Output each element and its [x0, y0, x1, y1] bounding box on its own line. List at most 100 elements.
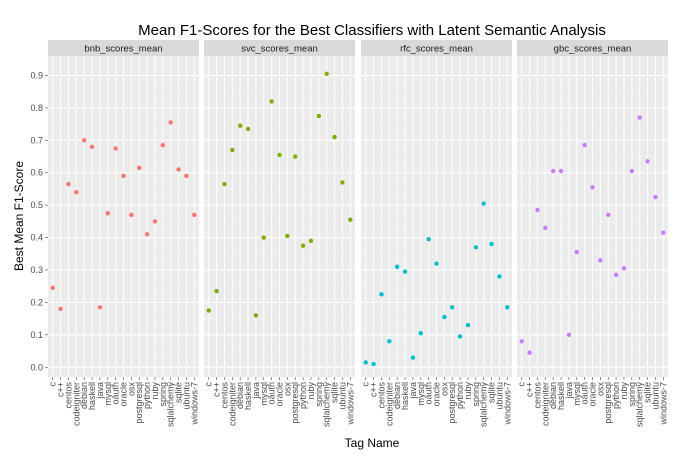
- x-tick-label: python: [455, 382, 465, 409]
- x-tick-label: codeigniter: [384, 382, 394, 426]
- data-point: [566, 332, 572, 338]
- panel-gbc_scores_mean: gbc_scores_meancc++centoscodeigniterdebi…: [517, 40, 668, 428]
- data-point: [324, 71, 329, 77]
- panel-strip: [517, 40, 668, 56]
- y-tick-label: 0.8: [30, 103, 43, 113]
- x-tick-label: mysql: [103, 382, 113, 406]
- data-point: [535, 207, 540, 213]
- data-point: [285, 233, 290, 239]
- data-point: [606, 212, 611, 218]
- data-point: [269, 99, 274, 104]
- x-tick-label: postgresql: [134, 382, 144, 424]
- x-tick-label: c: [48, 382, 58, 387]
- x-tick-label: python: [298, 382, 308, 409]
- x-tick-label: c++: [369, 382, 379, 397]
- data-point: [426, 236, 431, 242]
- data-point: [629, 168, 635, 174]
- data-point: [489, 241, 494, 247]
- x-tick-label: c++: [525, 382, 535, 397]
- data-point: [144, 232, 150, 237]
- panels: 0.0 0.1 0.2 0.3 0.4 0.5 0.6 0.7 0.8 0.9 bnb_scores…: [30, 40, 668, 427]
- data-point: [465, 322, 471, 328]
- x-tick-label: oauth: [111, 382, 121, 405]
- x-tick-label: haskell: [400, 382, 410, 410]
- data-point: [97, 305, 103, 310]
- data-point: [176, 167, 181, 172]
- x-tick-label: debian: [79, 382, 89, 409]
- panel-svc_scores_mean: svc_scores_meancc++centoscodeigniterdebi…: [204, 40, 355, 428]
- x-tick-label: debian: [548, 382, 558, 409]
- data-point: [473, 245, 479, 250]
- x-tick-label: sqlalchemy: [479, 382, 489, 428]
- data-point: [558, 168, 564, 174]
- panel-strip: [204, 40, 355, 56]
- data-point: [300, 243, 306, 248]
- x-tick-label: centos: [219, 382, 229, 409]
- panel-strip-label: gbc_scores_mean: [554, 44, 632, 55]
- x-tick-label: sqlite: [174, 382, 184, 403]
- x-tick-label: oracle: [432, 382, 442, 407]
- x-tick-label: osx: [282, 382, 292, 397]
- x-tick-label: oracle: [275, 382, 285, 407]
- data-point: [58, 306, 63, 312]
- x-tick-label: oauth: [267, 382, 277, 405]
- y-tick-label: 0.7: [30, 135, 43, 145]
- x-tick-label: ruby: [619, 382, 629, 400]
- x-tick-label: ubuntu: [650, 382, 660, 410]
- data-point: [129, 212, 134, 218]
- data-point: [527, 350, 532, 355]
- x-tick-label: sqlalchemy: [322, 382, 332, 428]
- data-point: [387, 339, 392, 344]
- data-point: [308, 238, 314, 244]
- data-point: [410, 355, 416, 360]
- x-tick-label: oracle: [119, 382, 129, 407]
- x-tick-label: sqlite: [330, 382, 340, 403]
- data-point: [105, 211, 110, 216]
- panel-strip-label: svc_scores_mean: [241, 44, 318, 55]
- x-tick-label: codeigniter: [540, 382, 550, 426]
- y-tick-label: 0.2: [30, 297, 43, 307]
- x-tick-label: spring: [627, 382, 637, 407]
- x-tick-label: oauth: [580, 382, 590, 405]
- data-point: [214, 288, 219, 294]
- data-point: [582, 142, 587, 148]
- x-tick-label: spring: [314, 382, 324, 407]
- x-tick-label: sqlalchemy: [635, 382, 645, 428]
- y-tick-label: 0.6: [30, 168, 43, 178]
- panel-strip: [361, 40, 512, 56]
- data-point: [574, 249, 579, 255]
- x-tick-label: java: [95, 382, 105, 400]
- panel-bnb_scores_mean: bnb_scores_meancc++centoscodeigniterdebi…: [48, 40, 199, 428]
- x-tick-label: ubuntu: [494, 382, 504, 410]
- data-point: [497, 274, 502, 279]
- x-tick-label: postgresql: [290, 382, 300, 424]
- data-point: [418, 331, 423, 336]
- data-point: [152, 219, 158, 224]
- x-tick-label: java: [408, 382, 418, 400]
- y-tick-label: 0.9: [30, 70, 43, 80]
- data-point: [66, 181, 71, 187]
- data-point: [543, 225, 548, 231]
- data-point: [206, 308, 211, 313]
- data-point: [160, 142, 166, 148]
- x-tick-label: java: [564, 382, 574, 400]
- data-point: [363, 360, 368, 365]
- data-point: [137, 165, 142, 171]
- data-point: [379, 292, 384, 297]
- y-tick-label: 0.1: [30, 330, 43, 340]
- data-point: [613, 272, 619, 278]
- x-tick-label: ubuntu: [181, 382, 191, 410]
- data-point: [237, 123, 243, 128]
- data-point: [253, 313, 259, 318]
- data-point: [653, 194, 658, 200]
- data-point: [450, 305, 455, 310]
- x-tick-label: spring: [158, 382, 168, 407]
- x-tick-label: windows-7: [189, 382, 199, 426]
- x-tick-label: sqlalchemy: [166, 382, 176, 428]
- x-tick-label: windows-7: [345, 382, 355, 426]
- x-tick-label: oracle: [588, 382, 598, 407]
- data-point: [371, 361, 376, 367]
- data-point: [434, 261, 439, 266]
- data-point: [113, 146, 118, 151]
- x-tick-label: debian: [392, 382, 402, 409]
